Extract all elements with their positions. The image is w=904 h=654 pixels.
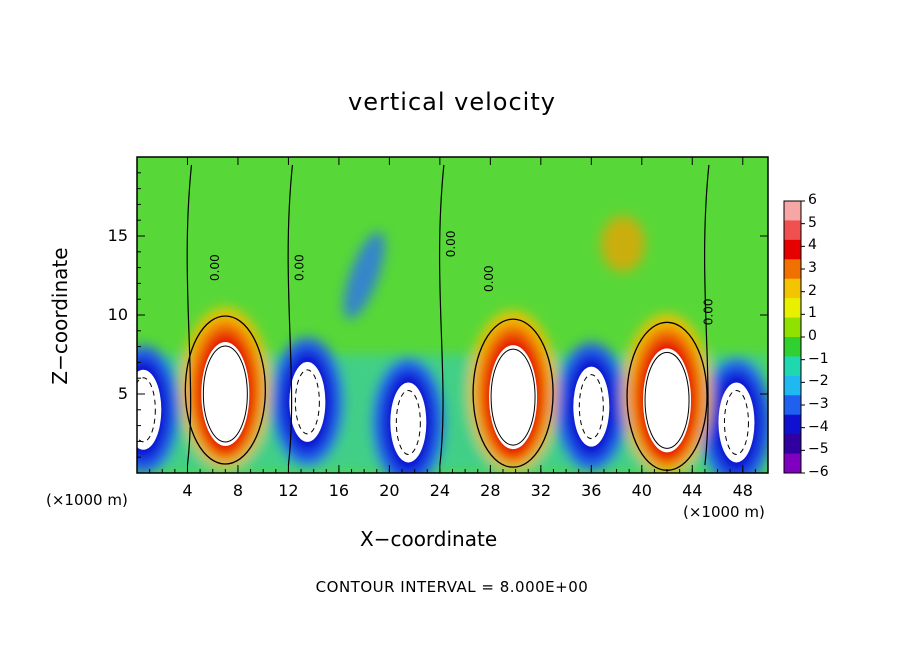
contour-zero-vertical — [186, 164, 193, 466]
x-tick-label: 40 — [631, 481, 652, 500]
updraft-core — [489, 345, 538, 450]
contour-label: 0.00 — [444, 231, 458, 258]
x-tick-label: 32 — [530, 481, 551, 500]
contour-label: 0.00 — [701, 298, 715, 325]
contour-zero — [472, 318, 554, 468]
downdraft-core — [289, 361, 326, 442]
contour-zero-vertical — [287, 164, 294, 466]
colorbar-swatch — [784, 259, 801, 280]
upper-updraft — [600, 215, 645, 272]
updraft-core — [201, 342, 250, 446]
colorbar-tick-label: 2 — [808, 282, 817, 299]
contour-label: 0.00 — [208, 254, 222, 281]
contour-zero-vertical — [438, 164, 445, 466]
colorbar-tick-label: −3 — [808, 396, 829, 412]
colorbar-swatch — [784, 298, 801, 319]
downdraft-core — [718, 382, 755, 463]
contour-positive — [202, 345, 248, 443]
colorbar-tick-label: −6 — [808, 464, 829, 480]
contour-negative — [723, 389, 749, 455]
colorbar — [783, 200, 805, 474]
contour-zero — [184, 315, 266, 465]
x-tick-label: 20 — [379, 481, 400, 500]
contour-negative — [578, 374, 604, 440]
contour-interval-note: CONTOUR INTERVAL = 8.000E+00 — [315, 578, 589, 596]
x-axis-label: X−coordinate — [360, 527, 498, 551]
colorbar-tick-label: 5 — [808, 214, 817, 231]
colorbar-swatch — [784, 434, 801, 455]
contour-positive — [644, 351, 690, 449]
x-unit-right: (×1000 m) — [683, 503, 765, 521]
colorbar-tick-label: −2 — [808, 373, 829, 390]
contour-lines: 0.00 0.00 0.00 0.00 0.00 — [137, 164, 749, 471]
contour-positive — [490, 348, 536, 446]
contour-label: 0.00 — [482, 265, 496, 292]
x-tick-label: 12 — [278, 481, 299, 500]
contour-negative — [294, 369, 320, 435]
colorbar-tick-label: 3 — [808, 260, 817, 276]
x-tick-label: 4 — [182, 481, 193, 500]
colorbar-swatch — [784, 239, 801, 260]
colorbar-swatch — [784, 220, 801, 241]
x-tick-label: 44 — [682, 481, 703, 500]
colorbar-swatch — [784, 414, 801, 435]
x-tick-label: 8 — [232, 481, 244, 500]
colorbar-swatch — [784, 395, 801, 416]
downdraft-core — [573, 366, 610, 447]
colorbar-tick-label: −1 — [808, 350, 829, 367]
colorbar-tick-label: 1 — [808, 305, 817, 322]
downdraft-core — [390, 382, 427, 463]
contour-negative — [395, 389, 421, 455]
x-tick-label: 24 — [429, 481, 451, 500]
colorbar-tick-label: 6 — [808, 192, 817, 208]
contour-negative — [137, 377, 156, 443]
x-tick-label: 36 — [581, 481, 602, 500]
axis-ticks — [137, 157, 768, 473]
x-tick-label: 16 — [328, 481, 350, 500]
y-tick-label: 15 — [107, 226, 128, 245]
y-axis-label: Z−coordinate — [48, 247, 72, 385]
x-tick-label: 48 — [732, 481, 753, 500]
chart-title: vertical velocity — [348, 88, 556, 116]
colorbar-tick-label: 0 — [808, 328, 817, 344]
colorbar-tick-label: 4 — [808, 237, 817, 254]
colorbar-tick-label: −5 — [808, 441, 829, 458]
upper-downdraft — [343, 232, 385, 319]
velocity-field — [137, 157, 768, 473]
contour-label: 0.00 — [293, 254, 307, 281]
colorbar-swatch — [784, 278, 801, 299]
colorbar-swatch — [784, 375, 801, 396]
colorbar-swatch — [784, 201, 801, 221]
colorbar-tick-label: −4 — [808, 418, 829, 435]
colorbar-swatch — [784, 453, 801, 474]
updraft-core — [643, 348, 692, 453]
downdraft-core — [137, 369, 162, 450]
y-tick-label: 10 — [107, 305, 128, 324]
y-tick-label: 5 — [117, 384, 128, 403]
contour-zero-vertical — [704, 164, 710, 466]
colorbar-swatch — [784, 356, 801, 377]
colorbar-swatch — [784, 337, 801, 357]
x-tick-label: 28 — [480, 481, 501, 500]
x-unit-left: (×1000 m) — [46, 491, 128, 509]
colorbar-swatch — [784, 317, 801, 338]
